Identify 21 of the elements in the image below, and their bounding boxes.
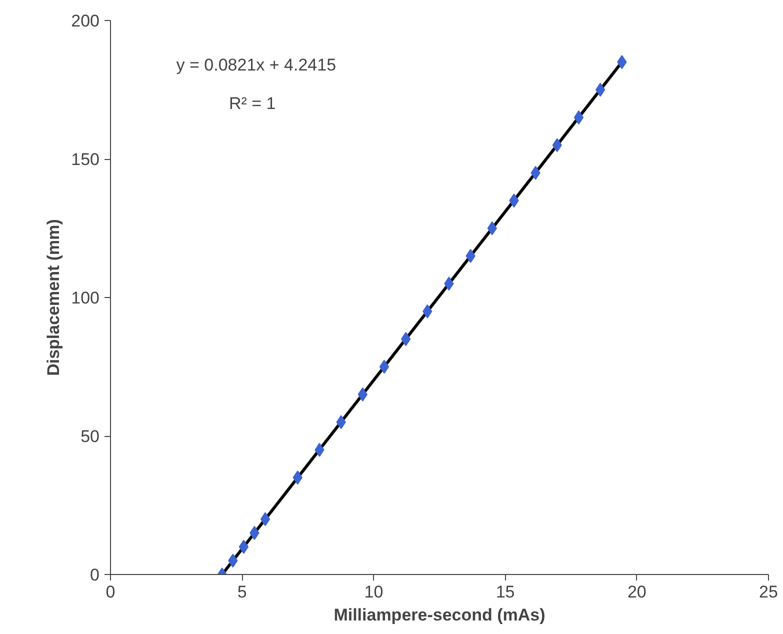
x-tick-label: 5 (237, 582, 247, 602)
y-tick-label: 150 (71, 150, 100, 169)
point (238, 540, 249, 554)
annotation: y = 0.0821x + 4.2415 (176, 55, 336, 74)
point (574, 110, 584, 124)
y-axis-title: Displacement (mm) (44, 219, 64, 376)
x-tick-label: 10 (364, 582, 384, 602)
x-tick-label: 0 (106, 582, 116, 602)
y-tick-label: 50 (80, 427, 100, 446)
x-tick-label: 20 (627, 582, 646, 602)
x-tick-label: 25 (759, 582, 778, 602)
point (379, 360, 390, 374)
x-tick-label: 15 (496, 582, 515, 602)
y-tick-label: 100 (71, 288, 100, 308)
annotation: R² = 1 (228, 94, 276, 114)
point (400, 332, 411, 346)
point (595, 82, 606, 97)
x-axis-title: Milliampere-second (mAs) (334, 606, 546, 624)
y-tick-label: 200 (71, 12, 100, 30)
point (260, 512, 270, 526)
y-tick-label: 0 (90, 566, 100, 584)
